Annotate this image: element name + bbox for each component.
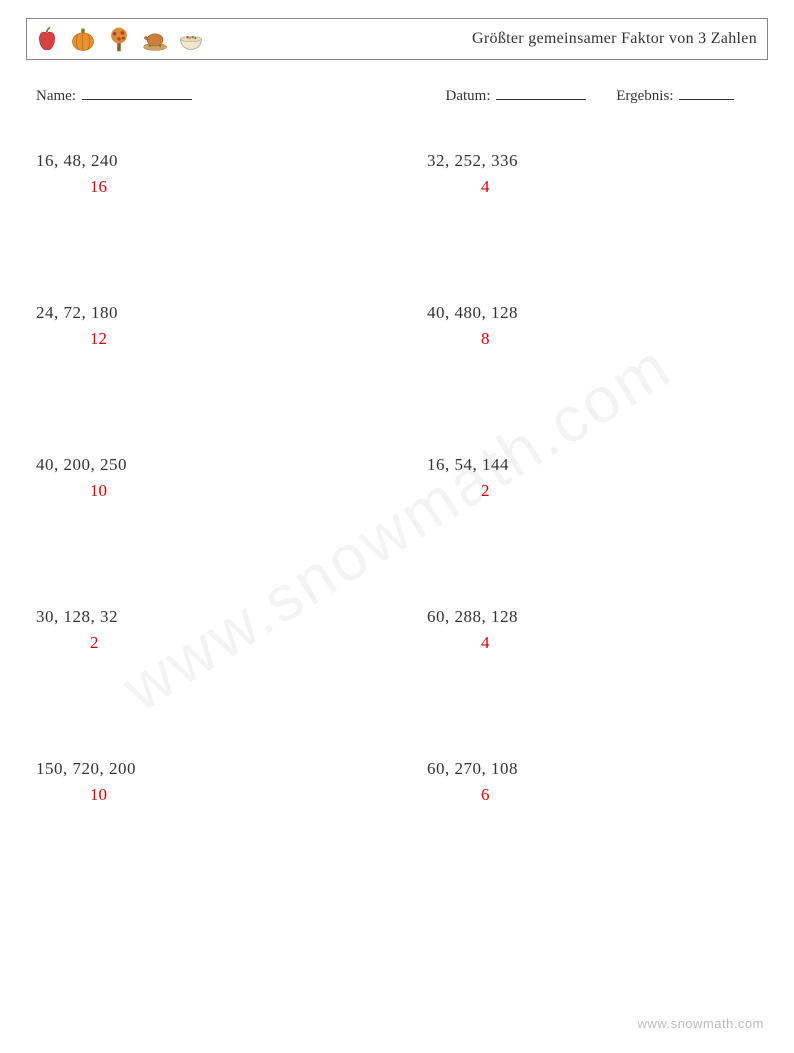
problem-answer: 12 <box>36 329 337 349</box>
date-label: Datum: <box>446 88 491 104</box>
problem-answer: 6 <box>427 785 728 805</box>
problem-item: 24, 72, 180 12 <box>36 303 337 349</box>
problems-grid: 16, 48, 240 16 32, 252, 336 4 24, 72, 18… <box>26 151 768 805</box>
bowl-icon <box>177 25 205 53</box>
problem-answer: 10 <box>36 785 337 805</box>
problem-answer: 10 <box>36 481 337 501</box>
apple-icon <box>33 25 61 53</box>
problem-numbers: 60, 270, 108 <box>427 759 728 779</box>
turkey-icon <box>141 25 169 53</box>
header-box: Größter gemeinsamer Faktor von 3 Zahlen <box>26 18 768 60</box>
problem-numbers: 40, 200, 250 <box>36 455 337 475</box>
problem-numbers: 150, 720, 200 <box>36 759 337 779</box>
pumpkin-icon <box>69 25 97 53</box>
problem-numbers: 30, 128, 32 <box>36 607 337 627</box>
problem-item: 16, 48, 240 16 <box>36 151 337 197</box>
problem-numbers: 32, 252, 336 <box>427 151 728 171</box>
problem-item: 40, 200, 250 10 <box>36 455 337 501</box>
problem-answer: 4 <box>427 633 728 653</box>
problem-item: 60, 270, 108 6 <box>427 759 728 805</box>
problem-item: 16, 54, 144 2 <box>427 455 728 501</box>
footer-text: www.snowmath.com <box>638 1016 764 1031</box>
header-icons <box>33 25 205 53</box>
problem-item: 40, 480, 128 8 <box>427 303 728 349</box>
result-blank <box>679 86 734 100</box>
info-row: Name: Datum: Ergebnis: <box>26 86 768 105</box>
problem-item: 60, 288, 128 4 <box>427 607 728 653</box>
name-blank <box>82 86 192 100</box>
problem-numbers: 16, 48, 240 <box>36 151 337 171</box>
problem-item: 30, 128, 32 2 <box>36 607 337 653</box>
result-label: Ergebnis: <box>616 88 673 104</box>
tree-icon <box>105 25 133 53</box>
problem-numbers: 24, 72, 180 <box>36 303 337 323</box>
worksheet-title: Größter gemeinsamer Faktor von 3 Zahlen <box>472 30 757 48</box>
problem-answer: 2 <box>36 633 337 653</box>
name-label: Name: <box>36 88 76 104</box>
problem-item: 150, 720, 200 10 <box>36 759 337 805</box>
problem-answer: 8 <box>427 329 728 349</box>
problem-answer: 2 <box>427 481 728 501</box>
problem-numbers: 40, 480, 128 <box>427 303 728 323</box>
date-blank <box>496 86 586 100</box>
problem-numbers: 60, 288, 128 <box>427 607 728 627</box>
problem-answer: 16 <box>36 177 337 197</box>
problem-numbers: 16, 54, 144 <box>427 455 728 475</box>
problem-answer: 4 <box>427 177 728 197</box>
problem-item: 32, 252, 336 4 <box>427 151 728 197</box>
